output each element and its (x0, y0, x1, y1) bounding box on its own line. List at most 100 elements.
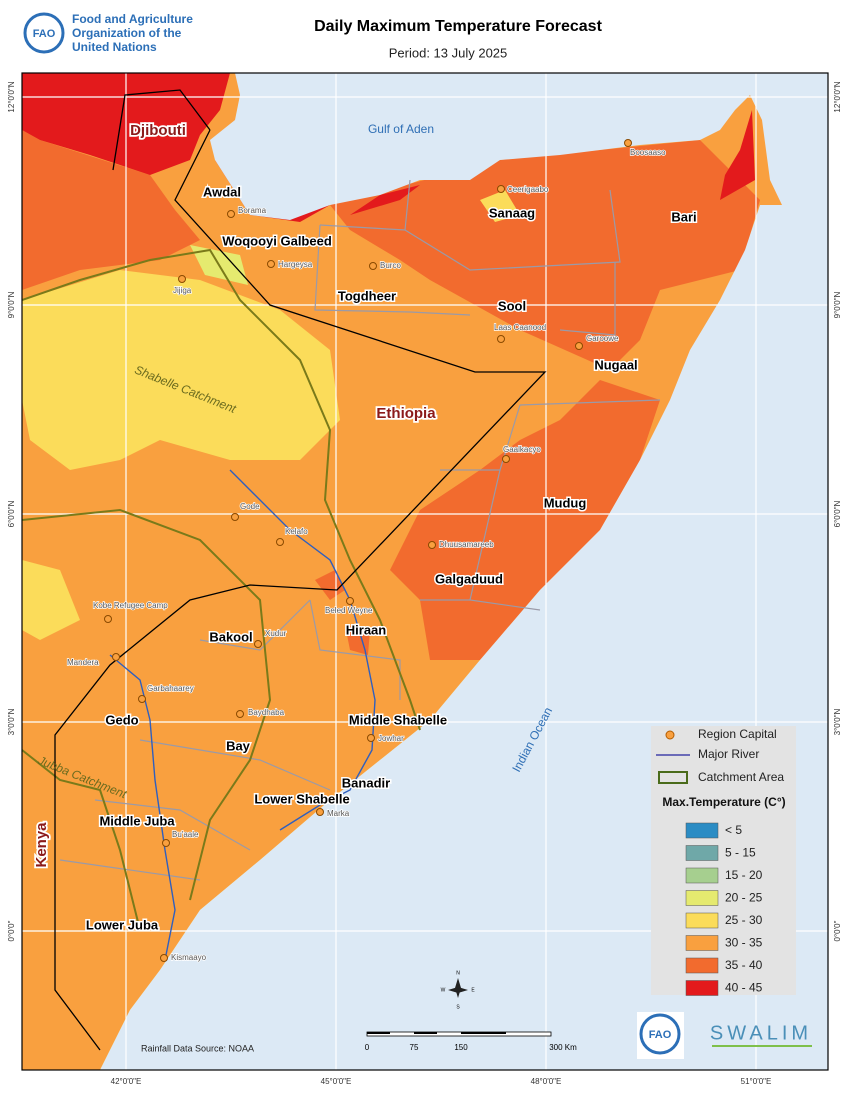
city-label: Mandera (67, 658, 99, 667)
city-label: Boosaaso (630, 148, 666, 157)
city-label: Garbahaarey (147, 684, 194, 693)
scale-label: 300 Km (549, 1043, 577, 1052)
region-capital (276, 538, 284, 546)
borders (54, 89, 547, 1051)
water-label: Gulf of Aden (368, 122, 434, 136)
scale-label: 150 (454, 1043, 468, 1052)
city-label: Garoowe (586, 334, 619, 343)
city-label: Ceerigaabo (507, 185, 549, 194)
region-capital (367, 734, 375, 742)
lat-label: 9°0'0"N (7, 291, 16, 318)
region-label: Mudug (544, 495, 587, 510)
scale-label: 0 (365, 1043, 370, 1052)
city-label: Bu'aale (172, 830, 199, 839)
legend-heading: Max.Temperature (C°) (662, 795, 785, 809)
region-capital (267, 260, 275, 268)
city-label: Marka (327, 809, 350, 818)
region-label: Bari (671, 209, 696, 224)
legend-swatch (685, 957, 719, 974)
city-label: Burco (380, 261, 401, 270)
frame (21, 72, 829, 1071)
lat-label: 3°0'0"N (833, 708, 842, 735)
region-label: Nugaal (594, 357, 637, 372)
region-label: Lower Juba (86, 917, 159, 932)
legend-class-label: 35 - 40 (725, 958, 763, 972)
legend-label: Major River (698, 747, 759, 761)
city-label: Jijiga (173, 286, 192, 295)
city-label: Xudur (265, 629, 287, 638)
city-label: Laas Caanood (494, 323, 546, 332)
graticule-labels: 12°0'0"N 12°0'0"N 9°0'0"N 9°0'0"N 6°0'0"N 6°0… (7, 81, 842, 1086)
legend-label: Region Capital (698, 727, 777, 741)
legend-swatch (685, 890, 719, 906)
rivers (109, 469, 376, 961)
subtitle: Period: 13 July 2025 (389, 45, 508, 60)
lat-label: 6°0'0"N (833, 500, 842, 527)
lat-label: 9°0'0"N (833, 291, 842, 318)
region-capital (428, 541, 436, 549)
region-label: Togdheer (338, 288, 396, 303)
catchment-boundaries (22, 248, 421, 931)
legend-swatch (685, 912, 719, 929)
city-label: Gaalkacyo (503, 445, 541, 454)
data-source: Rainfall Data Source: NOAA (141, 1043, 254, 1053)
legend-swatch (685, 822, 719, 839)
country-label: Kenya (33, 822, 50, 868)
compass: N E S W (441, 970, 476, 1010)
temperature-zone (480, 190, 520, 222)
region-capital (254, 640, 262, 648)
legend-box (651, 726, 796, 995)
lon-label: 48°0'0"E (531, 1077, 562, 1086)
lat-label: 6°0'0"N (7, 500, 16, 527)
region-capital (178, 275, 186, 283)
city-label: Kismaayo (171, 953, 207, 962)
legend-swatch (685, 980, 719, 996)
region-capital (346, 597, 354, 605)
region-capital (112, 653, 120, 661)
logo-text: FAO (649, 1029, 672, 1041)
region-label: Sanaag (489, 205, 535, 220)
region-label: Woqooyi Galbeed (222, 233, 332, 248)
region-capital (502, 455, 510, 463)
ocean (100, 73, 828, 1070)
region-label: Banadir (342, 775, 390, 790)
lon-label: 51°0'0"E (741, 1077, 772, 1086)
legend-label: Catchment Area (698, 770, 784, 784)
region-capital (575, 342, 583, 350)
logo-text: FAO (33, 28, 56, 40)
fao-logo: FAO (23, 12, 65, 54)
legend-class-label: 5 - 15 (725, 846, 756, 860)
legend-swatch (685, 845, 719, 861)
fao-logo-small: FAO (637, 1012, 684, 1059)
region-capital (227, 210, 235, 218)
city-label: Hargeysa (278, 260, 313, 269)
country-label: Ethiopia (376, 405, 436, 422)
region-label: Bakool (209, 629, 252, 644)
temperature-zone (22, 560, 80, 640)
temperature-zone (720, 110, 755, 200)
region-capital (138, 695, 146, 703)
temperature-zone (390, 380, 660, 660)
lon-label: 42°0'0"E (111, 1077, 142, 1086)
lat-label: 12°0'0"N (833, 81, 842, 112)
scale-label: 75 (410, 1043, 419, 1052)
region-capital (162, 839, 170, 847)
legend-class-label: 30 - 35 (725, 936, 763, 950)
city-label: Gode (240, 502, 260, 511)
compass-w: W (441, 987, 446, 993)
city-label: Jowhar (378, 734, 404, 743)
legend-class-label: 20 - 25 (725, 891, 763, 905)
region-label: Bay (226, 738, 251, 753)
region-boundaries (59, 179, 661, 881)
legend-class-label: 25 - 30 (725, 913, 763, 927)
lat-label: 3°0'0"N (7, 708, 16, 735)
region-label: Middle Shabelle (349, 712, 447, 727)
compass-e: E (471, 987, 475, 993)
city-label: Borama (238, 206, 267, 215)
compass-s: S (456, 1004, 460, 1010)
region-label: Middle Juba (99, 813, 175, 828)
legend-catchment-symbol (658, 771, 688, 784)
region-label: Hiraan (346, 622, 387, 637)
